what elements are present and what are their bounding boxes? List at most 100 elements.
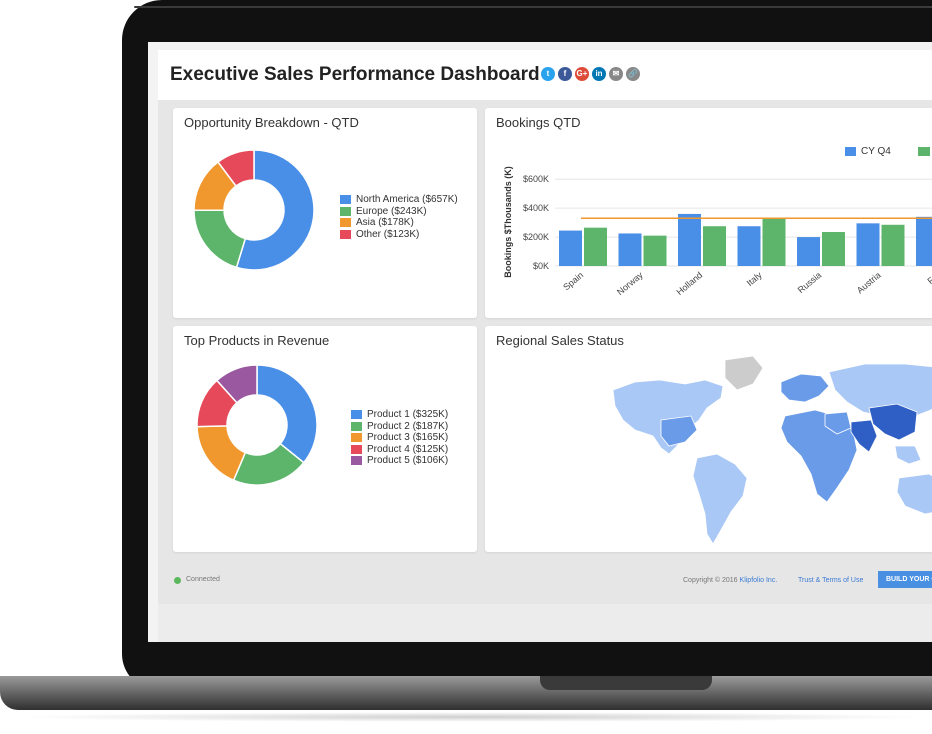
legend-swatch bbox=[340, 195, 351, 205]
bar-norway-s1[interactable] bbox=[618, 233, 642, 266]
bezel-highlight bbox=[134, 6, 932, 8]
products-legend: Product 1 ($325K) Product 2 ($187K) Produc… bbox=[351, 409, 448, 467]
europe-shape[interactable] bbox=[780, 373, 830, 403]
screen-bottom-band bbox=[158, 604, 932, 642]
y-tick-label: $200K bbox=[523, 232, 549, 242]
dashboard-footer: Connected Copyright © 2016 Klipfolio Inc… bbox=[158, 567, 932, 597]
google-plus-icon[interactable]: G+ bbox=[575, 67, 589, 81]
greenland-shape[interactable] bbox=[724, 355, 764, 391]
legend-item[interactable]: North America ($657K) bbox=[340, 194, 458, 206]
legend-swatch bbox=[351, 433, 362, 443]
legend-swatch bbox=[340, 229, 351, 239]
legend-item[interactable]: Other ($123K) bbox=[340, 229, 458, 241]
x-tick-label: Austria bbox=[855, 270, 883, 296]
legend-swatch bbox=[351, 410, 362, 420]
bar-italy-s2[interactable] bbox=[762, 219, 786, 266]
y-axis-label: Bookings $Thousands (K) bbox=[503, 166, 513, 278]
bar-russia-s1[interactable] bbox=[797, 237, 820, 266]
connection-status: Connected bbox=[186, 576, 220, 583]
x-tick-label: Holland bbox=[674, 270, 704, 297]
y-tick-label: $600K bbox=[523, 174, 549, 184]
bar-holland-s2[interactable] bbox=[703, 226, 726, 266]
bar-fra-s1[interactable] bbox=[916, 216, 932, 266]
legend-item[interactable]: Product 3 ($165K) bbox=[351, 432, 448, 444]
email-icon[interactable]: ✉ bbox=[609, 67, 623, 81]
donut-slice-europe[interactable] bbox=[193, 209, 247, 269]
dashboard-grid: Opportunity Breakdown - QTD North Americ… bbox=[158, 100, 932, 604]
legend-label: Product 3 ($165K) bbox=[367, 432, 449, 444]
y-tick-label: $400K bbox=[523, 203, 549, 213]
legend-label: Product 4 ($125K) bbox=[367, 443, 449, 455]
legend-item[interactable]: Product 5 ($106K) bbox=[351, 455, 448, 467]
legend-item[interactable]: Product 1 ($325K) bbox=[351, 409, 448, 421]
laptop-base bbox=[0, 676, 932, 710]
legend-item[interactable]: Asia ($178K) bbox=[340, 217, 458, 229]
legend-item[interactable]: Product 4 ($125K) bbox=[351, 444, 448, 456]
laptop-shadow bbox=[10, 712, 932, 722]
australia-shape[interactable] bbox=[896, 473, 932, 515]
bar-russia-s2[interactable] bbox=[822, 232, 845, 266]
opportunity-legend: North America ($657K) Europe ($243K) Asia … bbox=[340, 194, 458, 240]
middle-east-shape[interactable] bbox=[824, 411, 852, 435]
bar-austria-s1[interactable] bbox=[856, 223, 880, 266]
page-title: Executive Sales Performance Dashboard bbox=[170, 64, 540, 85]
panel-title: Bookings QTD bbox=[496, 115, 581, 130]
linkedin-icon[interactable]: in bbox=[592, 67, 606, 81]
laptop-notch bbox=[540, 676, 712, 690]
regional-panel: Regional Sales Status bbox=[485, 326, 932, 552]
facebook-icon[interactable]: f bbox=[558, 67, 572, 81]
legend-label: Product 1 ($325K) bbox=[367, 409, 449, 421]
link-icon[interactable]: 🔗 bbox=[626, 67, 640, 81]
donut-slice-north-america[interactable] bbox=[235, 149, 315, 271]
company-link[interactable]: Klipfolio Inc. bbox=[739, 577, 778, 584]
legend-item[interactable]: CY Q4 bbox=[845, 146, 891, 158]
x-tick-label: Fra bbox=[926, 270, 932, 286]
south-america-shape[interactable] bbox=[692, 453, 748, 545]
legend-swatch bbox=[340, 206, 351, 216]
legend-item[interactable]: Europe ($243K) bbox=[340, 206, 458, 218]
donut-slice-product-1[interactable] bbox=[256, 364, 318, 464]
legend-swatch bbox=[351, 444, 362, 454]
share-icons: t f G+ in ✉ 🔗 bbox=[541, 67, 640, 81]
legend-label: Europe ($243K) bbox=[356, 205, 427, 217]
x-tick-label: Spain bbox=[561, 270, 585, 292]
status-dot-icon bbox=[174, 577, 181, 584]
legend-item[interactable]: Product 2 ($187K) bbox=[351, 421, 448, 433]
twitter-icon[interactable]: t bbox=[541, 67, 555, 81]
donut-slice-product-5[interactable] bbox=[215, 364, 258, 404]
bar-norway-s2[interactable] bbox=[643, 235, 667, 266]
copyright-text: Copyright © 2016 bbox=[683, 577, 738, 584]
bar-italy-s1[interactable] bbox=[737, 226, 761, 266]
opportunity-panel: Opportunity Breakdown - QTD North Americ… bbox=[173, 108, 477, 318]
southeast-asia-shape[interactable] bbox=[894, 445, 922, 465]
legend-swatch bbox=[340, 218, 351, 228]
build-button[interactable]: BUILD YOUR O bbox=[878, 571, 932, 588]
panel-title: Top Products in Revenue bbox=[184, 333, 330, 348]
usa-shape[interactable] bbox=[660, 415, 698, 447]
legend-label: North America ($657K) bbox=[356, 194, 458, 206]
terms-link[interactable]: Trust & Terms of Use bbox=[798, 577, 864, 584]
bar-spain-s2[interactable] bbox=[584, 227, 607, 266]
panel-title: Opportunity Breakdown - QTD bbox=[184, 115, 359, 130]
donut-slice-other[interactable] bbox=[216, 149, 255, 188]
legend-label: Asia ($178K) bbox=[356, 217, 414, 229]
opportunity-donut-chart bbox=[193, 149, 315, 271]
legend-label: Product 5 ($106K) bbox=[367, 455, 449, 467]
products-panel: Top Products in Revenue Product 1 ($325K… bbox=[173, 326, 477, 552]
bar-holland-s1[interactable] bbox=[678, 213, 701, 266]
world-map bbox=[612, 355, 932, 545]
china-shape[interactable] bbox=[868, 403, 918, 441]
y-tick-label: $0K bbox=[533, 261, 549, 271]
legend-swatch bbox=[351, 456, 362, 466]
bookings-bar-chart: $0K $200K $400K $600K Bookings $Thousands (K… bbox=[503, 166, 932, 298]
bookings-legend: CY Q4 bbox=[845, 146, 891, 158]
india-shape[interactable] bbox=[850, 419, 878, 453]
bar-austria-s2[interactable] bbox=[881, 224, 905, 266]
x-tick-label: Italy bbox=[745, 270, 764, 289]
bar-spain-s1[interactable] bbox=[559, 230, 582, 266]
x-tick-label: Norway bbox=[615, 270, 645, 298]
copyright: Copyright © 2016 Klipfolio Inc. bbox=[683, 577, 777, 584]
panel-title: Regional Sales Status bbox=[496, 333, 624, 348]
legend-swatch bbox=[351, 421, 362, 431]
legend-swatch bbox=[845, 147, 856, 157]
